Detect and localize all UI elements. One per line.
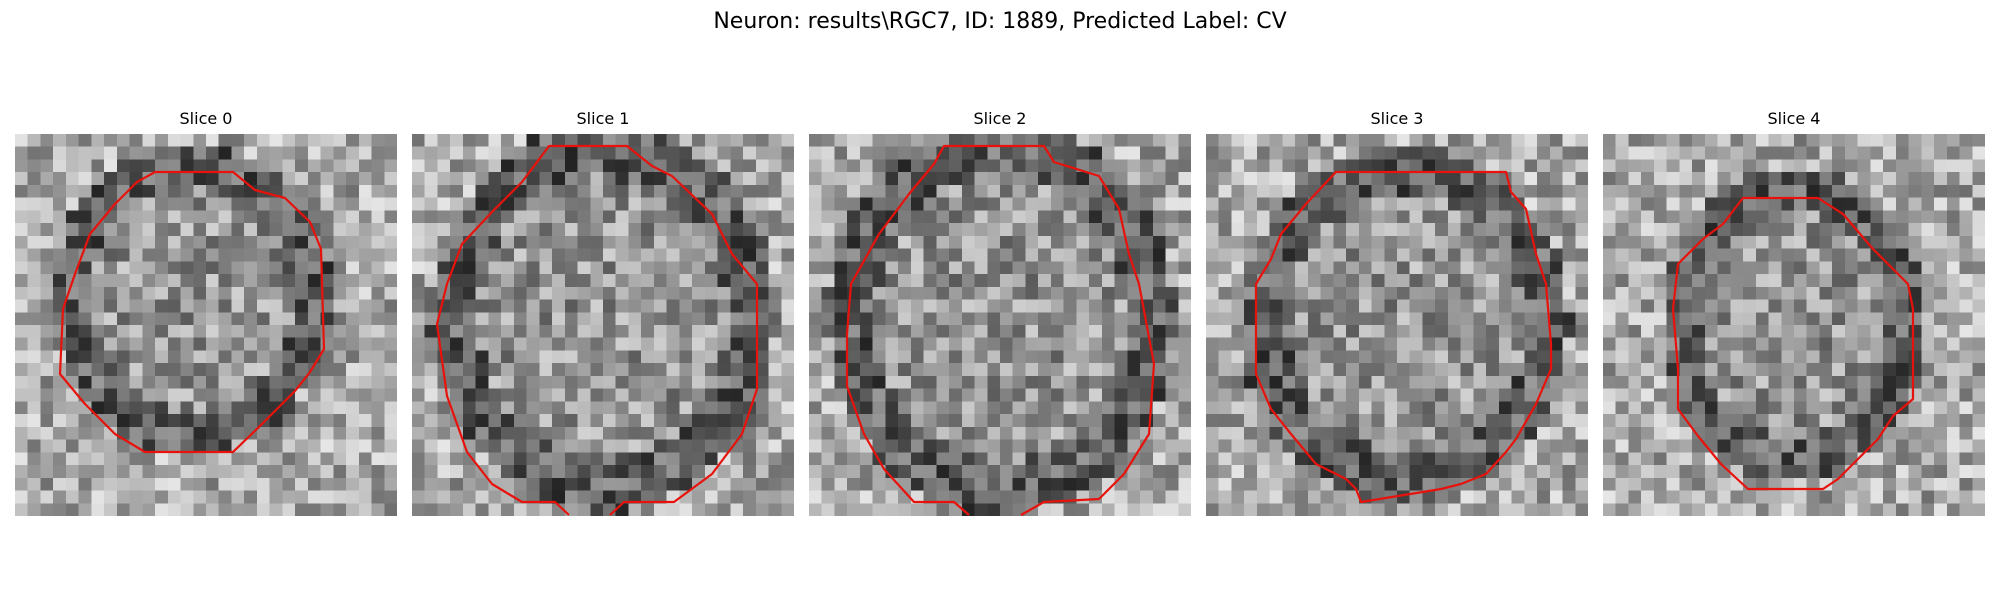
slice-title-4: Slice 4 (1767, 109, 1821, 128)
slice-image-4 (1603, 134, 1985, 516)
slice-title-3: Slice 3 (1370, 109, 1424, 128)
figure-title: Neuron: results\RGC7, ID: 1889, Predicte… (713, 9, 1287, 34)
slice-pixels (412, 134, 794, 516)
neuron-contour-4 (1671, 196, 1915, 491)
slice-title-1: Slice 1 (576, 109, 630, 128)
neuron-contour-3 (1254, 170, 1553, 504)
neuron-contour-2 (845, 144, 1156, 516)
slice-title-0: Slice 0 (179, 109, 233, 128)
slice-image-1 (412, 134, 794, 516)
slice-image-2 (809, 134, 1191, 516)
slice-image-3 (1206, 134, 1588, 516)
slice-title-2: Slice 2 (973, 109, 1027, 128)
neuron-contour-0 (58, 170, 326, 454)
slice-image-0 (15, 134, 397, 516)
slice-pixels (1206, 134, 1588, 516)
slice-pixels (809, 134, 1191, 516)
neuron-contour-1 (435, 144, 759, 516)
